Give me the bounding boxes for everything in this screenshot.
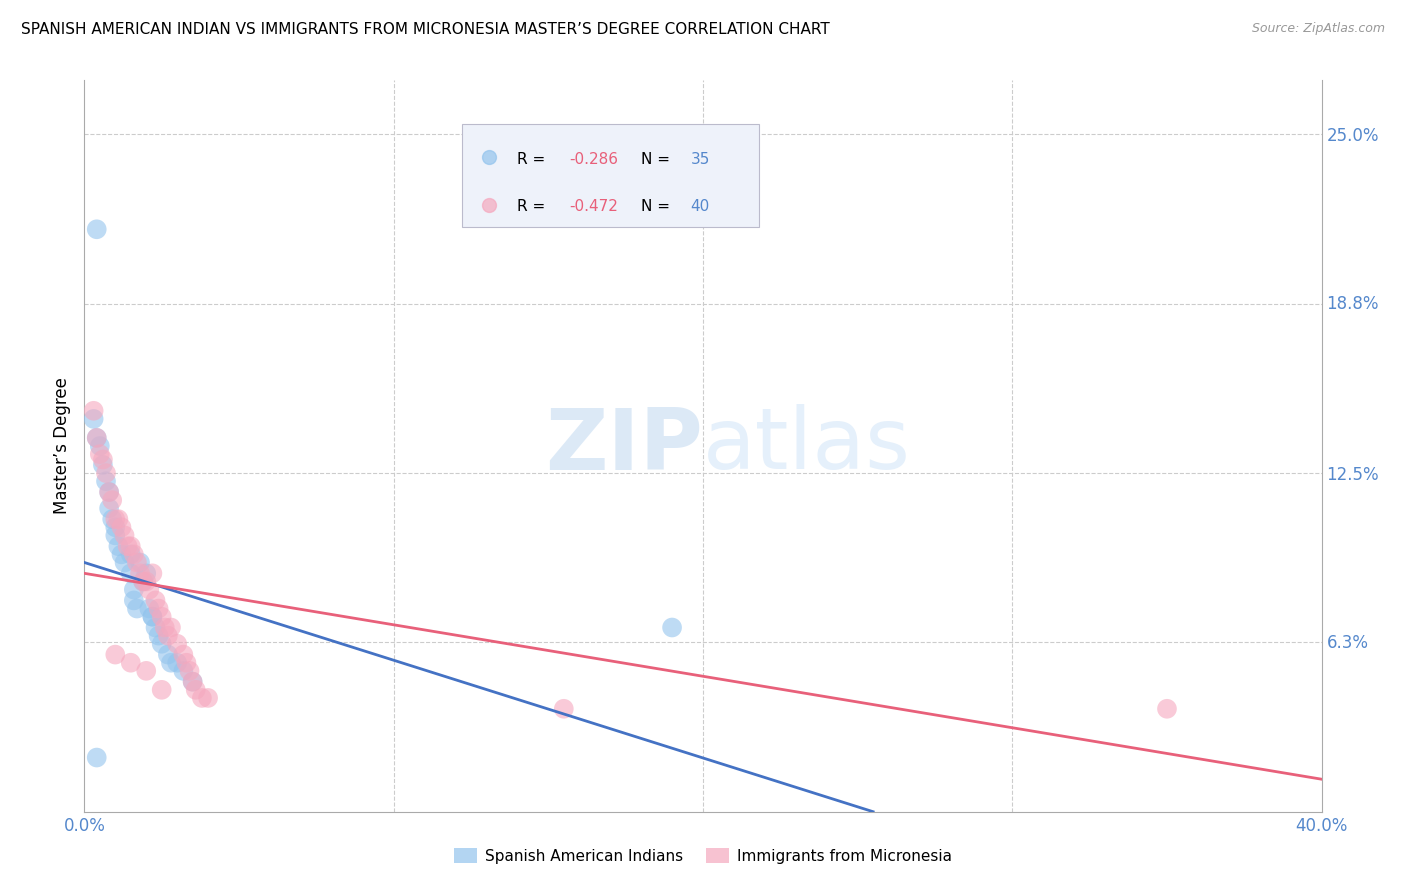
Text: SPANISH AMERICAN INDIAN VS IMMIGRANTS FROM MICRONESIA MASTER’S DEGREE CORRELATIO: SPANISH AMERICAN INDIAN VS IMMIGRANTS FR… [21, 22, 830, 37]
Point [145, 620, 167, 634]
Point [160, 656, 183, 670]
Point [107, 539, 129, 553]
Point [89, 447, 111, 461]
Point [150, 637, 173, 651]
Point [98, 485, 121, 500]
Point [86, 750, 108, 764]
Point [89, 439, 111, 453]
Point [86, 431, 108, 445]
Text: 40: 40 [690, 199, 710, 213]
Point [661, 620, 683, 634]
Point [156, 629, 179, 643]
Point [120, 539, 142, 553]
Point [132, 574, 155, 589]
Point [141, 609, 163, 624]
Text: ZIP: ZIP [546, 404, 703, 488]
Point [101, 512, 124, 526]
Point [166, 656, 188, 670]
Point [120, 547, 142, 561]
Point [91, 458, 114, 472]
Point [148, 629, 170, 643]
Y-axis label: Master’s Degree: Master’s Degree [53, 377, 72, 515]
Point [125, 556, 148, 570]
Point [129, 566, 152, 581]
Point [83, 404, 105, 418]
Point [145, 593, 167, 607]
Point [98, 485, 121, 500]
Point [86, 222, 108, 236]
Point [110, 547, 132, 561]
Point [129, 556, 152, 570]
Point [172, 648, 194, 662]
Point [141, 566, 163, 581]
Point [120, 656, 142, 670]
Point [104, 528, 127, 542]
Point [150, 682, 173, 697]
Point [135, 574, 157, 589]
Point [104, 520, 127, 534]
Text: atlas: atlas [703, 404, 911, 488]
Point [104, 648, 127, 662]
Point [148, 601, 170, 615]
Point [184, 682, 207, 697]
Point [176, 656, 198, 670]
Point [98, 501, 121, 516]
Point [160, 620, 183, 634]
Point [191, 690, 214, 705]
Point [179, 664, 201, 678]
Text: 35: 35 [690, 152, 710, 167]
Text: -0.472: -0.472 [569, 199, 619, 213]
Point [110, 520, 132, 534]
Point [122, 593, 145, 607]
FancyBboxPatch shape [461, 124, 759, 227]
Text: N =: N = [641, 152, 675, 167]
Legend: Spanish American Indians, Immigrants from Micronesia: Spanish American Indians, Immigrants fro… [449, 842, 957, 870]
Point [114, 556, 136, 570]
Point [122, 547, 145, 561]
Text: R =: R = [517, 152, 551, 167]
Point [197, 690, 219, 705]
Point [181, 674, 204, 689]
Point [122, 582, 145, 597]
Point [166, 637, 188, 651]
Text: -0.286: -0.286 [569, 152, 619, 167]
Text: N =: N = [641, 199, 675, 213]
Point [553, 702, 575, 716]
Point [138, 601, 160, 615]
Point [135, 566, 157, 581]
Point [94, 474, 117, 488]
Point [132, 574, 155, 589]
Point [91, 452, 114, 467]
Point [107, 512, 129, 526]
Text: R =: R = [517, 199, 551, 213]
Point [156, 648, 179, 662]
Point [1156, 702, 1178, 716]
Point [138, 582, 160, 597]
Point [181, 674, 204, 689]
Text: Source: ZipAtlas.com: Source: ZipAtlas.com [1251, 22, 1385, 36]
Point [135, 664, 157, 678]
Point [101, 493, 124, 508]
Point [83, 412, 105, 426]
Point [117, 539, 139, 553]
Point [104, 512, 127, 526]
Point [172, 664, 194, 678]
Point [150, 609, 173, 624]
Point [153, 620, 176, 634]
Point [141, 609, 163, 624]
Point [125, 601, 148, 615]
Point [114, 528, 136, 542]
Point [120, 566, 142, 581]
Point [86, 431, 108, 445]
Point [94, 466, 117, 480]
